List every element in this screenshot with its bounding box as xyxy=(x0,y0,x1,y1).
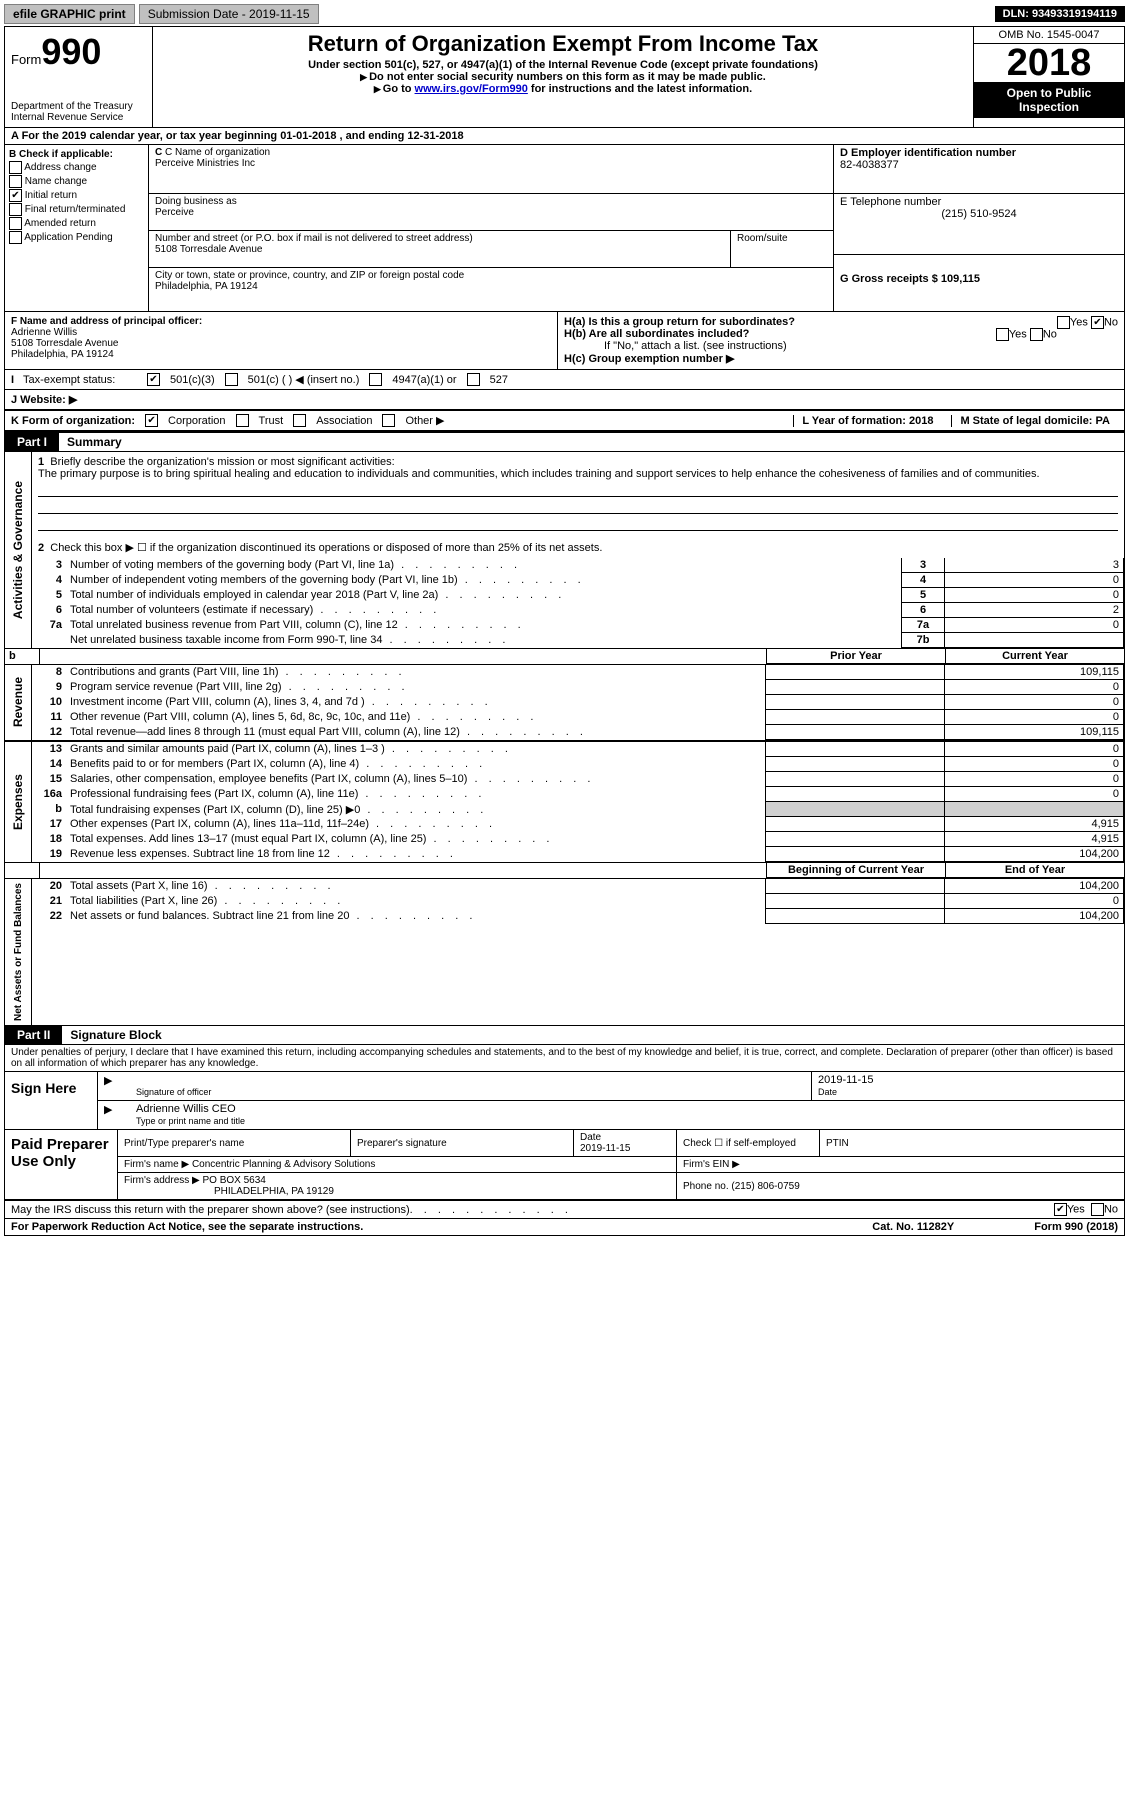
ssn-note: Do not enter social security numbers on … xyxy=(159,71,967,83)
topbar: efile GRAPHIC print Submission Date - 20… xyxy=(4,4,1125,24)
ein-value: 82-4038377 xyxy=(840,159,1118,171)
header-right: OMB No. 1545-0047 2018 Open to Public In… xyxy=(973,27,1124,127)
e-label: E Telephone number xyxy=(840,196,1118,208)
irs-link[interactable]: www.irs.gov/Form990 xyxy=(415,83,528,95)
col-b-checkboxes: B Check if applicable: Address change Na… xyxy=(5,145,149,311)
chk-other[interactable] xyxy=(382,414,395,427)
addr-label: Number and street (or P.O. box if mail i… xyxy=(155,233,724,244)
side-rev: Revenue xyxy=(5,664,32,741)
c-name-label: C C Name of organization xyxy=(155,147,827,158)
side-exp: Expenses xyxy=(5,741,32,863)
rev-section: Revenue 8Contributions and grants (Part … xyxy=(5,664,1124,741)
city-value: Philadelphia, PA 19124 xyxy=(155,281,827,292)
header-left: Form990 Department of the Treasury Inter… xyxy=(5,27,153,127)
chk-pending[interactable]: Application Pending xyxy=(9,231,144,244)
city-label: City or town, state or province, country… xyxy=(155,270,827,281)
net-table: 20Total assets (Part X, line 16) . . . .… xyxy=(32,879,1124,924)
tax-status-row: I Tax-exempt status: ✔ 501(c)(3) 501(c) … xyxy=(5,370,1124,390)
penalty-text: Under penalties of perjury, I declare th… xyxy=(5,1044,1124,1071)
chk-trust[interactable] xyxy=(236,414,249,427)
dept-label: Department of the Treasury Internal Reve… xyxy=(11,101,146,123)
addr-value: 5108 Torresdale Avenue xyxy=(155,244,724,255)
link-note: Go to www.irs.gov/Form990 for instructio… xyxy=(159,83,967,95)
chk-initial-return[interactable]: ✔ Initial return xyxy=(9,189,144,202)
room-label: Room/suite xyxy=(737,233,827,244)
chk-name-change[interactable]: Name change xyxy=(9,175,144,188)
d-label: D Employer identification number xyxy=(840,147,1016,159)
chk-address-change[interactable]: Address change xyxy=(9,161,144,174)
gov-table: 3Number of voting members of the governi… xyxy=(32,558,1124,648)
year-headers: b Prior Year Current Year xyxy=(5,649,1124,664)
form-header: Form990 Department of the Treasury Inter… xyxy=(5,27,1124,128)
chk-final-return[interactable]: Final return/terminated xyxy=(9,203,144,216)
chk-501c[interactable] xyxy=(225,373,238,386)
g-gross: G Gross receipts $ 109,115 xyxy=(840,273,980,285)
principal-left: F Name and address of principal officer:… xyxy=(5,312,558,369)
paid-label: Paid Preparer Use Only xyxy=(5,1130,118,1199)
efile-button[interactable]: efile GRAPHIC print xyxy=(4,4,135,24)
paid-table: Print/Type preparer's name Preparer's si… xyxy=(118,1130,1124,1199)
exp-table: 13Grants and similar amounts paid (Part … xyxy=(32,742,1124,862)
sign-here-grid: Sign Here ▶ Signature of officer 2019-11… xyxy=(5,1071,1124,1129)
h-section: H(a) Is this a group return for subordin… xyxy=(558,312,1124,369)
phone-value: (215) 510-9524 xyxy=(840,208,1118,220)
chk-501c3[interactable]: ✔ xyxy=(147,373,160,386)
chk-amended[interactable]: Amended return xyxy=(9,217,144,230)
chk-4947[interactable] xyxy=(369,373,382,386)
form-subtitle: Under section 501(c), 527, or 4947(a)(1)… xyxy=(159,59,967,71)
inspection-label: Open to Public Inspection xyxy=(974,82,1124,118)
sign-here-label: Sign Here xyxy=(5,1072,98,1129)
chk-may-no[interactable] xyxy=(1091,1203,1104,1216)
website-row: J Website: ▶ xyxy=(5,390,1124,411)
form-title: Return of Organization Exempt From Incom… xyxy=(159,31,967,57)
k-org-row: K Form of organization: ✔ Corporation Tr… xyxy=(5,411,1124,431)
officer-addr2: Philadelphia, PA 19124 xyxy=(11,349,114,360)
dba-value: Perceive xyxy=(155,207,827,218)
side-net: Net Assets or Fund Balances xyxy=(5,878,32,1026)
col-c-name: C C Name of organization Perceive Minist… xyxy=(149,145,833,311)
org-name: Perceive Ministries Inc xyxy=(155,158,827,169)
dba-label: Doing business as xyxy=(155,196,827,207)
gov-section: Activities & Governance 1 Briefly descri… xyxy=(5,451,1124,649)
part1-header: Part I Summary xyxy=(5,431,1124,451)
officer-name: Adrienne Willis xyxy=(11,327,77,338)
net-headers: Beginning of Current Year End of Year xyxy=(5,863,1124,878)
org-info-grid: B Check if applicable: Address change Na… xyxy=(5,145,1124,312)
exp-section: Expenses 13Grants and similar amounts pa… xyxy=(5,741,1124,863)
header-center: Return of Organization Exempt From Incom… xyxy=(153,27,973,127)
chk-527[interactable] xyxy=(467,373,480,386)
paid-preparer-grid: Paid Preparer Use Only Print/Type prepar… xyxy=(5,1129,1124,1201)
rev-table: 8Contributions and grants (Part VIII, li… xyxy=(32,665,1124,740)
chk-may-yes[interactable]: ✔ xyxy=(1054,1203,1067,1216)
form-container: Form990 Department of the Treasury Inter… xyxy=(4,26,1125,1236)
net-section: Net Assets or Fund Balances 20Total asse… xyxy=(5,878,1124,1026)
tax-year: 2018 xyxy=(974,44,1124,82)
officer-addr1: 5108 Torresdale Avenue xyxy=(11,338,119,349)
col-right-ids: D Employer identification number 82-4038… xyxy=(833,145,1124,311)
may-discuss-row: May the IRS discuss this return with the… xyxy=(5,1201,1124,1218)
submission-date-button[interactable]: Submission Date - 2019-11-15 xyxy=(139,4,319,24)
part2-header: Part II Signature Block xyxy=(5,1026,1124,1044)
side-gov: Activities & Governance xyxy=(5,451,32,649)
chk-corp[interactable]: ✔ xyxy=(145,414,158,427)
principal-officer-row: F Name and address of principal officer:… xyxy=(5,312,1124,370)
page-footer: For Paperwork Reduction Act Notice, see … xyxy=(5,1218,1124,1235)
chk-assoc[interactable] xyxy=(293,414,306,427)
mission-text: The primary purpose is to bring spiritua… xyxy=(38,468,1040,480)
dln-label: DLN: 93493319194119 xyxy=(995,6,1125,22)
form-number: Form990 xyxy=(11,31,146,73)
row-a-calendar: A For the 2019 calendar year, or tax yea… xyxy=(5,128,1124,145)
